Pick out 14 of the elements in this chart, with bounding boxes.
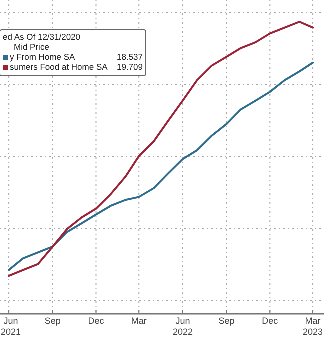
x-tick-label: Mar (131, 316, 147, 326)
legend-label: sumers Food at Home SA (10, 62, 108, 72)
x-tick-label: Jun 2021 (0, 316, 22, 337)
annotation: Mid Price (14, 42, 50, 52)
annotation: 19.709 (117, 62, 144, 72)
x-tick-label: Dec (262, 316, 279, 326)
legend-title: ed As Of 12/31/2020 (3, 32, 81, 42)
x-tick-label: Sep (218, 316, 235, 326)
annotation: 18.537 (117, 52, 144, 62)
x-tick-label: Dec (88, 316, 105, 326)
x-tick-label: Mar 2023 (302, 316, 324, 337)
x-tick-label: Jun 2022 (172, 316, 193, 337)
x-tick-label: Sep (44, 316, 61, 326)
legend-label: y From Home SA (10, 52, 76, 62)
